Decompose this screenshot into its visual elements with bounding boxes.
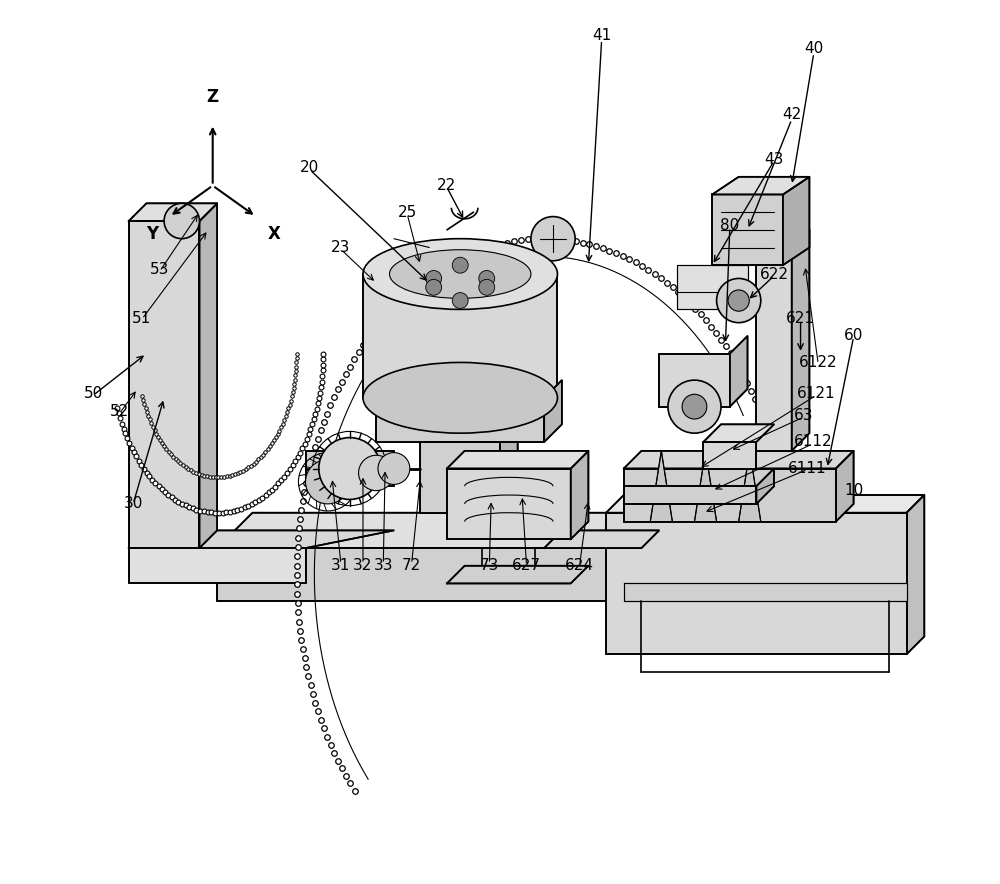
Polygon shape bbox=[739, 451, 761, 522]
Text: 6111: 6111 bbox=[788, 461, 827, 476]
Circle shape bbox=[728, 290, 749, 311]
Polygon shape bbox=[199, 203, 217, 548]
Polygon shape bbox=[217, 548, 659, 601]
Text: 50: 50 bbox=[84, 386, 103, 400]
Polygon shape bbox=[624, 469, 836, 522]
Circle shape bbox=[531, 217, 575, 261]
Polygon shape bbox=[624, 583, 907, 601]
Polygon shape bbox=[447, 451, 588, 469]
Circle shape bbox=[452, 257, 468, 273]
Polygon shape bbox=[217, 513, 694, 548]
Circle shape bbox=[452, 293, 468, 309]
Text: 63: 63 bbox=[793, 408, 813, 423]
Text: 80: 80 bbox=[720, 218, 739, 232]
Text: 32: 32 bbox=[353, 559, 373, 573]
Polygon shape bbox=[500, 424, 518, 513]
Text: 621: 621 bbox=[786, 311, 815, 325]
Text: 6112: 6112 bbox=[794, 435, 832, 449]
Circle shape bbox=[359, 455, 394, 491]
Text: 31: 31 bbox=[331, 559, 351, 573]
Text: 6122: 6122 bbox=[799, 355, 838, 370]
Polygon shape bbox=[712, 194, 783, 265]
Polygon shape bbox=[420, 442, 500, 513]
Text: 622: 622 bbox=[760, 267, 789, 281]
Polygon shape bbox=[606, 495, 924, 513]
Polygon shape bbox=[756, 248, 792, 451]
Polygon shape bbox=[363, 274, 557, 398]
Polygon shape bbox=[703, 442, 756, 469]
Text: 30: 30 bbox=[123, 497, 143, 511]
Text: 627: 627 bbox=[512, 559, 541, 573]
Polygon shape bbox=[756, 230, 809, 248]
Circle shape bbox=[164, 203, 199, 239]
Polygon shape bbox=[544, 530, 659, 548]
Text: 6121: 6121 bbox=[797, 386, 836, 400]
Circle shape bbox=[306, 460, 350, 504]
Text: 41: 41 bbox=[592, 28, 611, 42]
Text: 42: 42 bbox=[782, 108, 801, 122]
Polygon shape bbox=[447, 566, 588, 583]
Circle shape bbox=[682, 394, 707, 419]
Text: X: X bbox=[267, 225, 280, 243]
Polygon shape bbox=[783, 177, 809, 265]
Text: 43: 43 bbox=[764, 152, 784, 166]
Polygon shape bbox=[659, 513, 694, 601]
Polygon shape bbox=[703, 424, 774, 442]
Text: 72: 72 bbox=[402, 559, 421, 573]
Polygon shape bbox=[694, 451, 717, 522]
Circle shape bbox=[378, 453, 410, 484]
Text: 22: 22 bbox=[437, 179, 457, 193]
Polygon shape bbox=[712, 177, 809, 194]
Circle shape bbox=[479, 271, 495, 286]
Polygon shape bbox=[571, 451, 588, 539]
Text: 52: 52 bbox=[110, 404, 130, 418]
Polygon shape bbox=[650, 451, 672, 522]
Polygon shape bbox=[624, 451, 854, 469]
Circle shape bbox=[479, 279, 495, 295]
Polygon shape bbox=[129, 548, 306, 583]
Circle shape bbox=[426, 271, 442, 286]
Text: 25: 25 bbox=[398, 205, 417, 219]
Circle shape bbox=[717, 278, 761, 323]
Circle shape bbox=[319, 438, 381, 499]
Polygon shape bbox=[907, 495, 924, 654]
Polygon shape bbox=[376, 398, 544, 442]
Text: 40: 40 bbox=[804, 42, 823, 56]
Text: 73: 73 bbox=[480, 559, 499, 573]
Polygon shape bbox=[306, 451, 394, 486]
Text: 10: 10 bbox=[844, 484, 863, 498]
Ellipse shape bbox=[363, 362, 557, 433]
Text: 51: 51 bbox=[132, 311, 152, 325]
Polygon shape bbox=[792, 230, 809, 451]
Polygon shape bbox=[659, 354, 730, 407]
Polygon shape bbox=[624, 486, 756, 504]
Text: Y: Y bbox=[146, 225, 158, 243]
Polygon shape bbox=[606, 513, 907, 654]
Polygon shape bbox=[129, 221, 199, 548]
Text: 60: 60 bbox=[844, 329, 863, 343]
Polygon shape bbox=[730, 336, 748, 407]
Ellipse shape bbox=[390, 250, 531, 298]
Polygon shape bbox=[836, 451, 854, 522]
Text: Z: Z bbox=[207, 88, 219, 106]
Polygon shape bbox=[129, 530, 394, 548]
Circle shape bbox=[426, 279, 442, 295]
Text: 624: 624 bbox=[565, 559, 594, 573]
Text: 23: 23 bbox=[331, 240, 351, 255]
Ellipse shape bbox=[363, 239, 557, 309]
Text: 33: 33 bbox=[374, 559, 393, 573]
Text: 20: 20 bbox=[300, 161, 320, 175]
Text: 53: 53 bbox=[150, 263, 169, 277]
Polygon shape bbox=[677, 265, 748, 309]
Circle shape bbox=[668, 380, 721, 433]
Polygon shape bbox=[129, 203, 217, 221]
Polygon shape bbox=[544, 380, 562, 442]
Polygon shape bbox=[447, 469, 571, 539]
Polygon shape bbox=[756, 469, 774, 504]
